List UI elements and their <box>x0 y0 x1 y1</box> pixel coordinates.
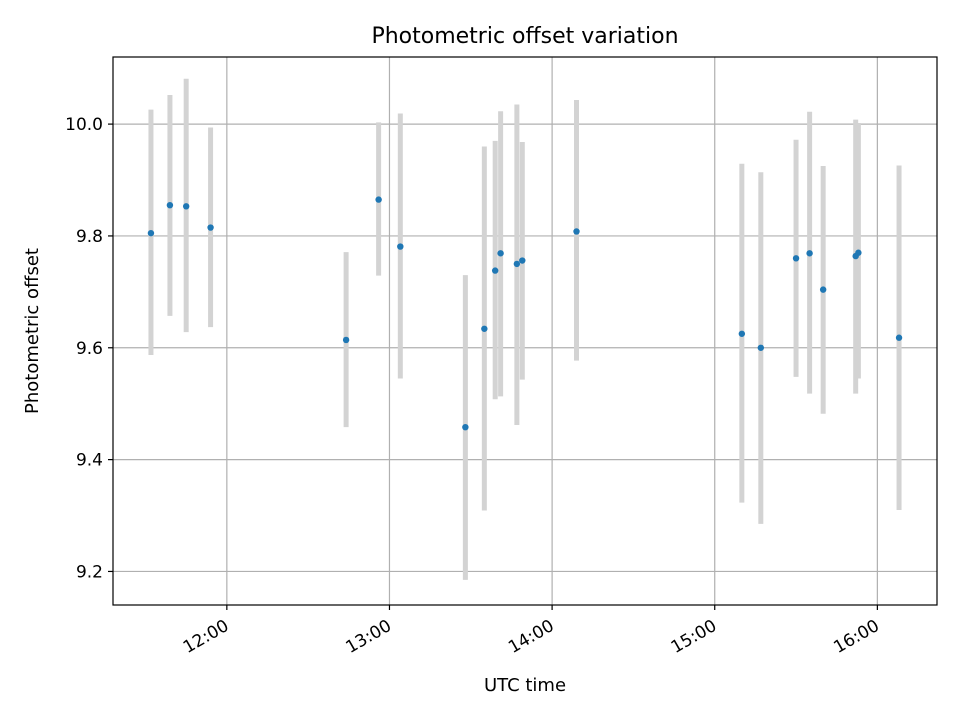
grid-lines <box>113 57 937 605</box>
data-point <box>792 255 800 262</box>
data-point <box>481 325 488 332</box>
y-tick-label: 9.8 <box>76 227 103 247</box>
data-point <box>397 243 404 250</box>
data-point <box>806 250 813 257</box>
data-point <box>513 260 521 268</box>
x-axis-label: UTC time <box>484 675 566 696</box>
plot-frame <box>112 56 938 606</box>
data-point <box>491 267 499 274</box>
data-point <box>147 229 155 237</box>
y-tick-label: 10.0 <box>65 115 103 135</box>
data-point <box>207 224 214 231</box>
data-point <box>519 257 526 264</box>
data-point <box>855 249 862 256</box>
data-point <box>462 423 469 431</box>
y-tick-label: 9.6 <box>76 339 103 359</box>
data-point <box>182 203 190 210</box>
chart-title: Photometric offset variation <box>371 24 678 49</box>
data-point <box>573 228 580 235</box>
y-tick-label: 9.4 <box>76 451 103 471</box>
y-axis-label: Photometric offset <box>22 248 43 414</box>
data-point <box>738 330 746 337</box>
data-point <box>819 286 827 293</box>
data-point <box>375 196 382 203</box>
data-point <box>497 250 504 257</box>
data-points <box>147 196 903 431</box>
data-point <box>166 201 174 209</box>
data-point <box>757 344 765 351</box>
y-axis-ticks: 9.2 9.4 9.6 9.8 10.0 <box>65 115 113 582</box>
data-point <box>895 334 903 341</box>
data-point <box>342 336 350 344</box>
y-tick-label: 9.2 <box>76 562 103 582</box>
